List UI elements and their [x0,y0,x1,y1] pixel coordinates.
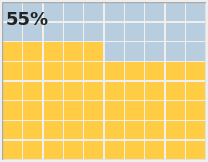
Bar [84,121,103,139]
Bar [166,42,185,61]
Bar [43,141,63,159]
Bar [166,82,185,100]
Bar [125,62,144,80]
Bar [3,101,22,120]
Bar [43,62,63,80]
Bar [145,23,165,41]
Bar [125,42,144,61]
Bar [145,141,165,159]
Bar [64,82,83,100]
Bar [84,23,103,41]
Bar [166,101,185,120]
Bar [166,141,185,159]
Bar [3,42,22,61]
Bar [186,101,205,120]
Bar [84,42,103,61]
Bar [84,101,103,120]
Bar [125,82,144,100]
Bar [145,101,165,120]
Bar [23,121,42,139]
Bar [105,62,124,80]
Bar [23,101,42,120]
Bar [3,62,22,80]
Bar [166,23,185,41]
Bar [3,3,22,21]
Bar [166,62,185,80]
Bar [23,42,42,61]
Bar [186,82,205,100]
Bar [64,42,83,61]
Bar [125,101,144,120]
Bar [105,121,124,139]
Bar [84,82,103,100]
Bar [3,121,22,139]
Bar [105,101,124,120]
Bar [125,23,144,41]
Bar [186,62,205,80]
Bar [145,82,165,100]
Text: 55%: 55% [5,11,48,29]
Bar [43,82,63,100]
Bar [23,23,42,41]
Bar [43,121,63,139]
Bar [186,141,205,159]
Bar [84,3,103,21]
Bar [125,3,144,21]
Bar [84,62,103,80]
Bar [105,3,124,21]
Bar [23,3,42,21]
Bar [105,82,124,100]
Bar [145,62,165,80]
Bar [3,82,22,100]
Bar [105,23,124,41]
Bar [43,101,63,120]
Bar [23,82,42,100]
Bar [125,141,144,159]
Bar [105,42,124,61]
Bar [145,3,165,21]
Bar [166,121,185,139]
Bar [105,141,124,159]
Bar [84,141,103,159]
Bar [125,121,144,139]
Bar [3,23,22,41]
Bar [145,121,165,139]
Bar [64,23,83,41]
Bar [166,3,185,21]
Bar [3,141,22,159]
Bar [43,23,63,41]
Bar [186,23,205,41]
Bar [43,3,63,21]
Bar [145,42,165,61]
Bar [23,62,42,80]
Bar [186,121,205,139]
Bar [64,101,83,120]
Bar [64,3,83,21]
Bar [64,62,83,80]
Bar [64,121,83,139]
Bar [23,141,42,159]
Bar [186,3,205,21]
Bar [43,42,63,61]
Bar [64,141,83,159]
Bar [186,42,205,61]
